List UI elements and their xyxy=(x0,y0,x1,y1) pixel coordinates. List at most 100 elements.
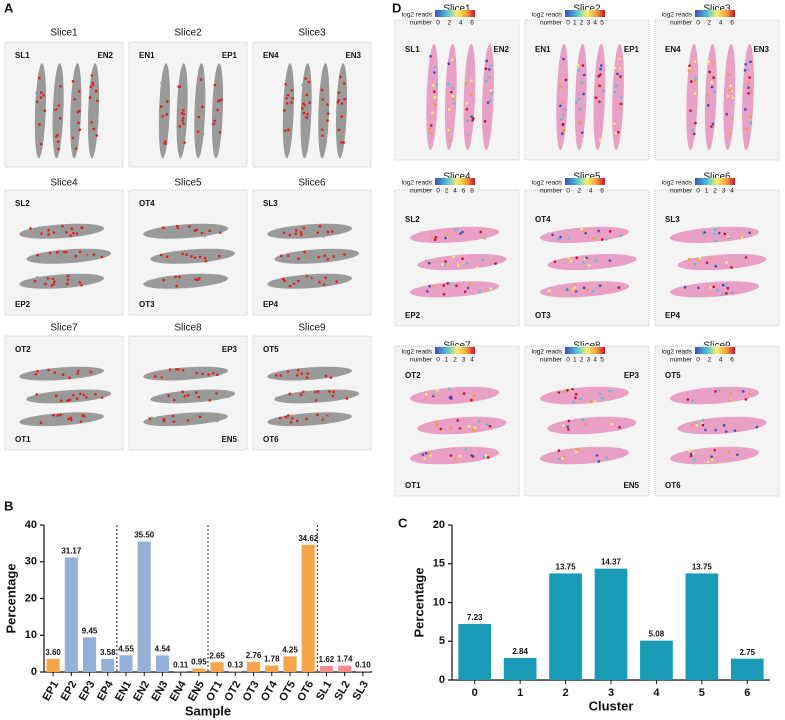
spot xyxy=(747,86,750,90)
spot xyxy=(201,84,205,88)
spot xyxy=(70,227,74,230)
spot xyxy=(182,109,185,112)
colorbar-tick: 8 xyxy=(470,188,474,195)
spot xyxy=(713,235,717,239)
colorbar-label: number xyxy=(540,357,563,364)
spot xyxy=(574,392,578,396)
spot xyxy=(693,262,697,266)
spot xyxy=(320,88,324,92)
spot xyxy=(316,231,320,235)
spot xyxy=(710,80,713,84)
x-tick-label: OT5 xyxy=(277,679,298,704)
spot xyxy=(611,418,615,422)
sample-label: OT2 xyxy=(405,371,421,380)
spot xyxy=(159,105,163,108)
x-tick-label: 6 xyxy=(744,687,750,699)
spot xyxy=(470,79,473,82)
spot xyxy=(429,124,433,127)
spot xyxy=(755,425,759,429)
spot xyxy=(728,397,731,401)
spot xyxy=(456,396,459,400)
spot xyxy=(35,276,39,279)
spot xyxy=(316,413,319,417)
spot xyxy=(38,76,41,80)
spot xyxy=(160,375,164,379)
spot xyxy=(689,109,692,112)
spot xyxy=(194,278,197,281)
spot xyxy=(94,89,98,93)
tissue xyxy=(669,281,760,298)
bar xyxy=(338,665,352,672)
spot xyxy=(693,60,697,63)
spot xyxy=(689,452,693,456)
spot xyxy=(581,64,585,67)
spot xyxy=(279,254,283,258)
spot xyxy=(692,458,696,462)
spot xyxy=(710,125,713,128)
spot xyxy=(324,374,328,378)
spot xyxy=(162,282,165,285)
spot xyxy=(165,255,169,259)
spot xyxy=(432,83,435,87)
colorbar-tick: 6 xyxy=(470,20,474,27)
spot xyxy=(548,289,551,293)
tissue xyxy=(300,63,312,159)
sample-label: SL2 xyxy=(15,199,30,208)
spot xyxy=(329,376,333,379)
spot xyxy=(78,128,82,131)
colorbar-tick: 3 xyxy=(462,357,466,364)
spot xyxy=(320,128,324,131)
spot xyxy=(559,104,562,108)
spot xyxy=(690,423,694,427)
spot xyxy=(279,374,282,377)
spot xyxy=(203,256,207,260)
spot xyxy=(453,228,457,231)
spot xyxy=(729,84,733,88)
spot xyxy=(585,256,588,260)
sample-label: SL1 xyxy=(15,51,30,60)
x-tick-label: 0 xyxy=(472,687,478,699)
spot xyxy=(59,413,62,417)
spot xyxy=(707,60,710,64)
spot xyxy=(59,85,62,88)
spot xyxy=(468,118,472,121)
colorbar-label: number xyxy=(410,357,433,364)
spot xyxy=(300,116,304,120)
spot xyxy=(730,266,733,269)
value-label: 3.60 xyxy=(45,648,61,657)
spot xyxy=(608,230,612,233)
tissue xyxy=(409,226,500,243)
spot xyxy=(42,93,46,97)
spot xyxy=(574,396,577,400)
value-label: 34.62 xyxy=(298,534,319,543)
x-axis-label: Cluster xyxy=(589,698,634,713)
spot xyxy=(160,81,163,85)
panel-label: C xyxy=(398,515,408,530)
spot xyxy=(321,83,324,87)
bar xyxy=(640,640,673,680)
spot xyxy=(306,119,310,122)
colorbar-label: log2 reads xyxy=(532,349,563,356)
bar xyxy=(594,568,628,680)
colorbar-tick: 0 xyxy=(566,357,570,364)
colorbar xyxy=(695,178,735,185)
spot xyxy=(727,450,731,453)
spot xyxy=(283,109,286,112)
spot xyxy=(717,388,721,392)
bar xyxy=(101,658,115,672)
spot xyxy=(450,58,454,61)
spot xyxy=(596,128,600,132)
spot xyxy=(37,84,41,87)
spot xyxy=(187,421,190,425)
spot xyxy=(710,70,714,74)
spot xyxy=(591,290,595,293)
spot xyxy=(194,123,198,127)
spot xyxy=(166,89,170,93)
spot xyxy=(714,228,717,232)
spot xyxy=(562,107,566,111)
spot xyxy=(721,283,725,287)
spot xyxy=(319,276,323,280)
spot xyxy=(465,102,469,105)
spot xyxy=(92,127,96,131)
tissue xyxy=(409,281,500,298)
